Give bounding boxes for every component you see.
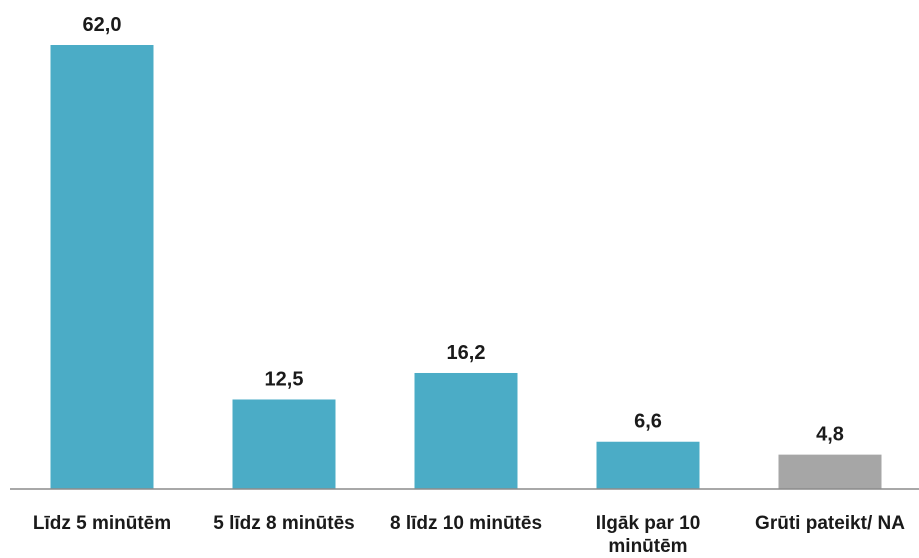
bars-group bbox=[51, 45, 882, 489]
bar-0 bbox=[51, 45, 154, 489]
value-label-2: 16,2 bbox=[447, 342, 486, 364]
category-label-1: 5 līdz 8 minūtēs bbox=[213, 513, 354, 534]
value-label-0: 62,0 bbox=[83, 14, 122, 36]
category-label-0: Līdz 5 minūtēm bbox=[33, 513, 171, 534]
category-label-line: 8 līdz 10 minūtēs bbox=[390, 513, 542, 534]
bar-3 bbox=[597, 442, 700, 489]
category-label-line: Ilgāk par 10 bbox=[596, 513, 701, 534]
category-label-line: Grūti pateikt/ NA bbox=[755, 513, 905, 534]
bar-4 bbox=[779, 455, 882, 489]
value-label-3: 6,6 bbox=[634, 411, 662, 433]
bar-1 bbox=[233, 399, 336, 489]
category-label-line: Līdz 5 minūtēm bbox=[33, 513, 171, 534]
category-label-line: 5 līdz 8 minūtēs bbox=[213, 513, 354, 534]
category-label-line: minūtēm bbox=[608, 536, 687, 557]
category-label-3: Ilgāk par 10 minūtēm bbox=[596, 513, 701, 557]
bar-2 bbox=[415, 373, 518, 489]
value-label-4: 4,8 bbox=[816, 424, 844, 446]
category-label-4: Grūti pateikt/ NA bbox=[755, 513, 905, 534]
category-labels-group: Līdz 5 minūtēm 5 līdz 8 minūtēs 8 līdz 10 … bbox=[33, 513, 905, 557]
category-label-2: 8 līdz 10 minūtēs bbox=[390, 513, 542, 534]
value-label-1: 12,5 bbox=[265, 368, 304, 390]
